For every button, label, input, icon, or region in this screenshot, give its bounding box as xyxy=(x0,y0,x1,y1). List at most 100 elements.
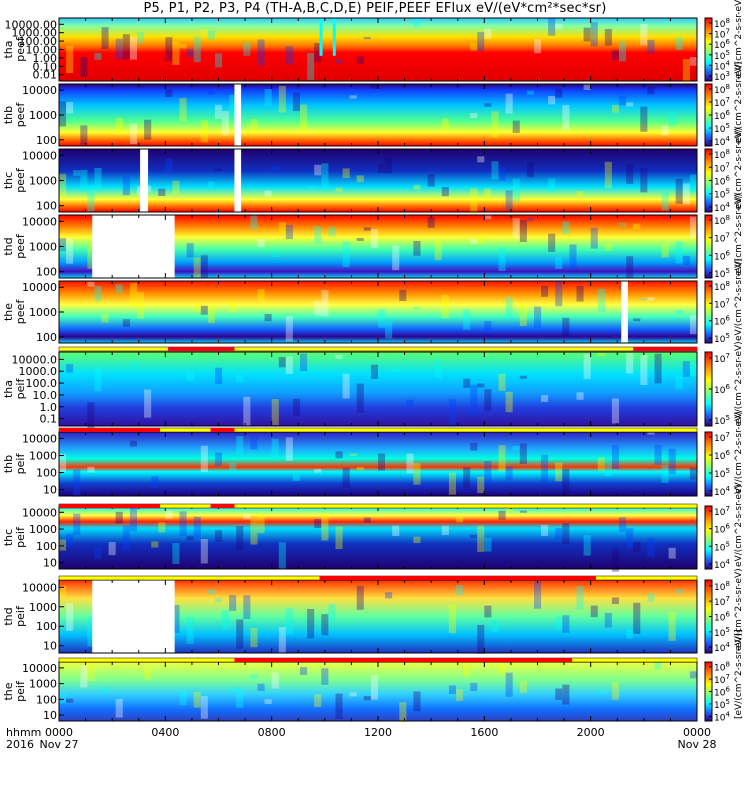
texture-cell xyxy=(151,476,159,488)
y-tick-label: 100 xyxy=(36,331,57,344)
texture-cell xyxy=(661,192,669,211)
data-gap xyxy=(234,149,242,212)
texture-cell xyxy=(661,244,669,258)
y-axis-label-instrument: tha xyxy=(2,40,15,58)
texture-cell xyxy=(477,476,485,494)
texture-cell xyxy=(456,516,464,523)
texture-cell xyxy=(597,288,605,312)
colorbar-the-peef xyxy=(704,280,713,344)
texture-cell xyxy=(292,92,300,112)
texture-cell xyxy=(321,290,329,317)
colorbar-tick-label: 107 xyxy=(714,431,730,444)
texture-cell xyxy=(108,542,116,556)
y-tick-label: 10 xyxy=(43,557,57,570)
texture-cell xyxy=(604,161,612,189)
spectrogram-thc-peif xyxy=(59,506,697,569)
colorbar-thc-peif xyxy=(704,505,713,570)
texture-cell xyxy=(682,361,690,377)
y-axis-label-product: peif xyxy=(14,526,27,548)
texture-cell xyxy=(534,39,542,54)
texture-cell xyxy=(193,36,201,63)
texture-cell xyxy=(576,586,584,610)
texture-cell xyxy=(59,453,67,472)
texture-cell xyxy=(264,190,272,197)
texture-cell xyxy=(115,38,123,60)
texture-cell xyxy=(328,603,336,622)
texture-cell xyxy=(165,89,173,97)
y-tick-label: 1.00 xyxy=(33,52,58,65)
texture-cell xyxy=(186,48,194,58)
y-tick-label: 0.01 xyxy=(33,69,58,82)
colorbar-tick-label: 107 xyxy=(714,673,730,686)
colorbar-unit-label: eV/(cm^2-s-sr-eV) xyxy=(734,411,744,494)
y-tick-label: 100 xyxy=(36,693,57,706)
y-tick-label: 100 xyxy=(36,620,57,633)
texture-cell xyxy=(682,255,690,266)
texture-cell xyxy=(243,42,251,56)
texture-cell xyxy=(94,548,102,559)
x-axis-left-label: hhmm xyxy=(6,726,41,739)
texture-cell xyxy=(619,517,627,532)
texture-cell xyxy=(349,453,357,456)
data-gap xyxy=(140,149,149,212)
y-tick-label: 1000 xyxy=(29,241,57,254)
texture-cell xyxy=(87,663,95,681)
y-axis-label-product: peef xyxy=(14,36,27,62)
texture-cell xyxy=(534,306,542,328)
texture-cell xyxy=(129,36,137,60)
texture-cell xyxy=(626,102,634,107)
texture-cell xyxy=(278,222,286,235)
texture-cell xyxy=(484,389,492,411)
texture-cell xyxy=(406,453,414,474)
texture-cell xyxy=(215,597,223,602)
texture-cell xyxy=(80,169,88,193)
texture-cell xyxy=(413,536,421,544)
y-axis-label-product: peef xyxy=(14,167,27,193)
texture-cell xyxy=(129,282,137,308)
texture-cell xyxy=(434,359,442,379)
texture-cell xyxy=(505,391,513,413)
texture-cell xyxy=(363,227,371,231)
spectrogram-thc-peef xyxy=(59,149,697,212)
texture-cell xyxy=(87,402,95,433)
texture-cell xyxy=(179,44,187,49)
texture-cell xyxy=(611,50,619,60)
texture-cell xyxy=(399,702,407,723)
texture-cell xyxy=(285,46,293,65)
texture-cell xyxy=(257,513,265,534)
colorbar-tick-label: 107 xyxy=(714,352,730,365)
texture-cell xyxy=(413,307,421,310)
chart-title: P5, P1, P2, P3, P4 (TH-A,B,C,D,E) PEIF,P… xyxy=(143,1,607,16)
texture-cell xyxy=(101,687,109,693)
texture-cell xyxy=(470,188,478,216)
texture-cell xyxy=(207,30,215,40)
y-tick-label: 10000 xyxy=(22,662,57,675)
texture-cell xyxy=(626,164,634,184)
texture-cell xyxy=(73,170,81,176)
texture-cell xyxy=(448,472,456,495)
y-axis-label-instrument: thb xyxy=(2,455,15,473)
texture-cell xyxy=(477,624,485,654)
texture-cell xyxy=(654,353,662,384)
texture-cell xyxy=(370,84,378,89)
texture-cell xyxy=(80,665,88,688)
texture-cell xyxy=(484,188,492,200)
texture-cell xyxy=(172,180,180,195)
data-gap xyxy=(92,580,175,653)
texture-cell xyxy=(611,444,619,469)
texture-cell xyxy=(66,698,74,703)
colorbar-tick-label: 106 xyxy=(714,175,730,188)
texture-cell xyxy=(597,690,605,694)
colorbar-tick-label: 106 xyxy=(714,109,730,122)
y-tick-label: 1000.00 xyxy=(12,27,58,40)
colorbar-tha-peef xyxy=(704,17,713,82)
texture-cell xyxy=(73,513,81,535)
texture-cell xyxy=(229,687,237,693)
y-tick-label: 10000 xyxy=(22,281,57,294)
texture-cell xyxy=(519,443,527,464)
texture-cell xyxy=(236,436,244,455)
texture-cell xyxy=(278,542,286,570)
texture-cell xyxy=(661,465,669,483)
y-axis-label-instrument: thc xyxy=(2,529,15,546)
texture-cell xyxy=(668,547,676,559)
